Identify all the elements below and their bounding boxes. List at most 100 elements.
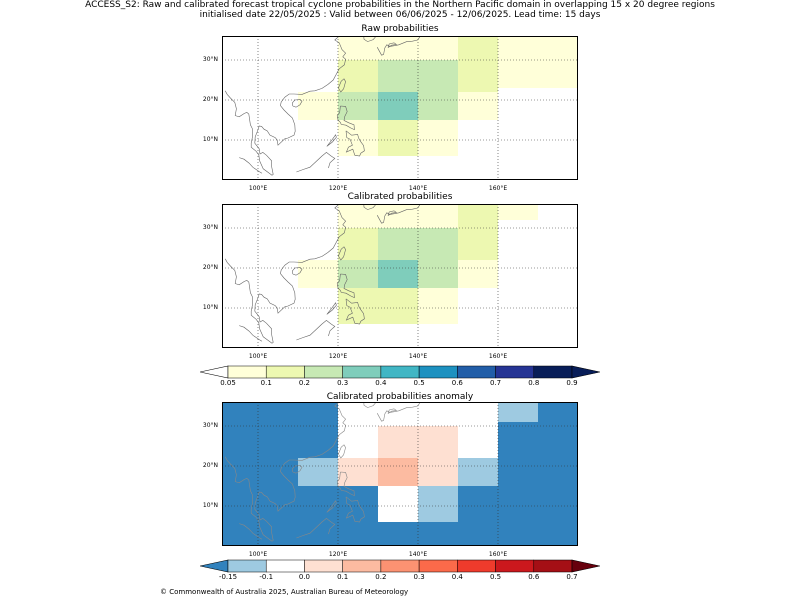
cal-region-cell — [498, 204, 538, 220]
raw-region-cell — [338, 60, 378, 92]
cal-lon-label: 120°E — [328, 353, 348, 360]
anomaly-map — [222, 402, 578, 546]
raw-region-cell — [498, 60, 578, 88]
raw-region-cell — [458, 36, 498, 60]
anom-lon-label: 100°E — [248, 551, 268, 558]
anom-coastline — [363, 402, 376, 408]
raw-coastline — [363, 36, 376, 42]
raw-coastline — [292, 99, 303, 108]
anom-lat-label: 20°N — [202, 462, 218, 469]
anom-color-step — [457, 559, 496, 573]
prob-color-step — [304, 365, 343, 379]
raw-region-cell — [378, 92, 418, 120]
probability-colorbar — [199, 364, 601, 379]
raw-coastline — [326, 134, 337, 147]
raw-svg — [222, 36, 578, 180]
cal-coastline — [296, 320, 336, 341]
anomaly-colorbar — [199, 558, 601, 573]
raw-lon-label: 120°E — [328, 185, 348, 192]
anom-coastline — [293, 402, 346, 461]
anomaly-panel-title: Calibrated probabilities anomaly — [326, 392, 474, 402]
anom-region-cell — [298, 458, 338, 486]
anom-color-step — [227, 559, 267, 573]
anom-svg — [222, 402, 578, 546]
raw-lon-label: 100°E — [248, 185, 268, 192]
prob-color-step — [380, 365, 420, 379]
raw-probability-map — [222, 36, 578, 180]
anom-region-cell — [458, 458, 498, 486]
cal-region-cell — [298, 260, 338, 288]
anom-region-cell — [418, 458, 458, 486]
anom-coastline — [292, 465, 303, 474]
raw-coastline — [239, 157, 263, 174]
cal-coastline — [326, 302, 337, 315]
anom-color-step — [495, 559, 535, 573]
cal-region-cell — [458, 204, 498, 228]
anom-coastline — [345, 496, 365, 523]
anom-lat-label: 30°N — [202, 422, 218, 429]
prob-color-step — [533, 365, 573, 379]
cal-region-cell — [418, 288, 458, 324]
cal-region-cell — [338, 260, 378, 288]
raw-lon-label: 160°E — [488, 185, 508, 192]
anom-lon-label: 140°E — [408, 551, 428, 558]
anom-region-cell — [418, 486, 458, 522]
cal-region-cell — [418, 260, 458, 288]
raw-region-cell — [338, 120, 378, 156]
cal-lat-label: 30°N — [202, 224, 218, 231]
anom-tick-label: 0.4 — [451, 573, 463, 581]
prob-color-step — [227, 365, 267, 379]
raw-lat-label: 10°N — [202, 136, 218, 143]
prob-tick-label: 0.6 — [451, 379, 463, 387]
anom-region-cell — [498, 402, 538, 422]
anom-tick-label: 0.6 — [528, 573, 540, 581]
anom-coastline — [338, 444, 346, 459]
raw-lat-label: 30°N — [202, 56, 218, 63]
cal-coastline — [338, 246, 346, 261]
raw-coastline — [224, 90, 296, 176]
raw-coastline — [296, 152, 336, 173]
cal-coastline — [224, 258, 296, 344]
anomaly-colorbar-ticks: -0.15 -0.1 0.0 0.1 0.2 0.3 0.4 0.5 0.6 0.7 — [200, 573, 600, 583]
anom-tick-label: 0.3 — [413, 573, 425, 581]
anom-region-cell — [338, 458, 378, 486]
anom-tick-label: 0.0 — [298, 573, 311, 581]
anom-color-step — [533, 559, 573, 573]
anom-coastline — [387, 408, 398, 414]
prob-tick-label: 0.2 — [298, 379, 311, 387]
cal-lon-label: 100°E — [248, 353, 268, 360]
cal-lat-label: 10°N — [202, 304, 218, 311]
anom-region-cell — [338, 426, 378, 458]
prob-over-extension — [571, 365, 601, 379]
prob-colorbar-svg — [199, 365, 601, 379]
anom-color-step — [380, 559, 420, 573]
cal-lat-label: 20°N — [202, 264, 218, 271]
raw-region-cell — [458, 60, 498, 92]
prob-tick-label: 0.7 — [489, 379, 502, 387]
prob-tick-label: 0.05 — [220, 379, 236, 387]
prob-tick-label: 0.8 — [528, 379, 540, 387]
cal-lon-label: 160°E — [488, 353, 508, 360]
cal-coastline — [292, 267, 303, 276]
raw-region-cell — [378, 120, 418, 156]
raw-region-cell — [338, 36, 458, 60]
anom-coastline — [336, 471, 355, 497]
cal-region-cell — [338, 228, 378, 260]
cal-coastline — [345, 298, 365, 325]
anom-color-step — [265, 559, 305, 573]
raw-region-cell — [338, 92, 378, 120]
probability-colorbar-ticks: 0.05 0.1 0.2 0.3 0.4 0.5 0.6 0.7 0.8 0.9 — [200, 379, 600, 389]
cal-coastline — [387, 210, 398, 216]
figure-title: ACCESS_S2: Raw and calibrated forecast t… — [85, 0, 715, 10]
anom-tick-label: -0.1 — [259, 573, 274, 581]
prob-tick-label: 0.1 — [260, 379, 272, 387]
anom-coastline — [376, 402, 421, 422]
prob-color-step — [342, 365, 382, 379]
prob-tick-label: 0.9 — [566, 379, 578, 387]
anom-lon-label: 160°E — [488, 551, 508, 558]
cal-coastline — [376, 204, 421, 224]
prob-tick-label: 0.3 — [337, 379, 349, 387]
anom-color-step — [304, 559, 343, 573]
raw-lon-label: 140°E — [408, 185, 428, 192]
prob-under-extension — [199, 365, 229, 379]
